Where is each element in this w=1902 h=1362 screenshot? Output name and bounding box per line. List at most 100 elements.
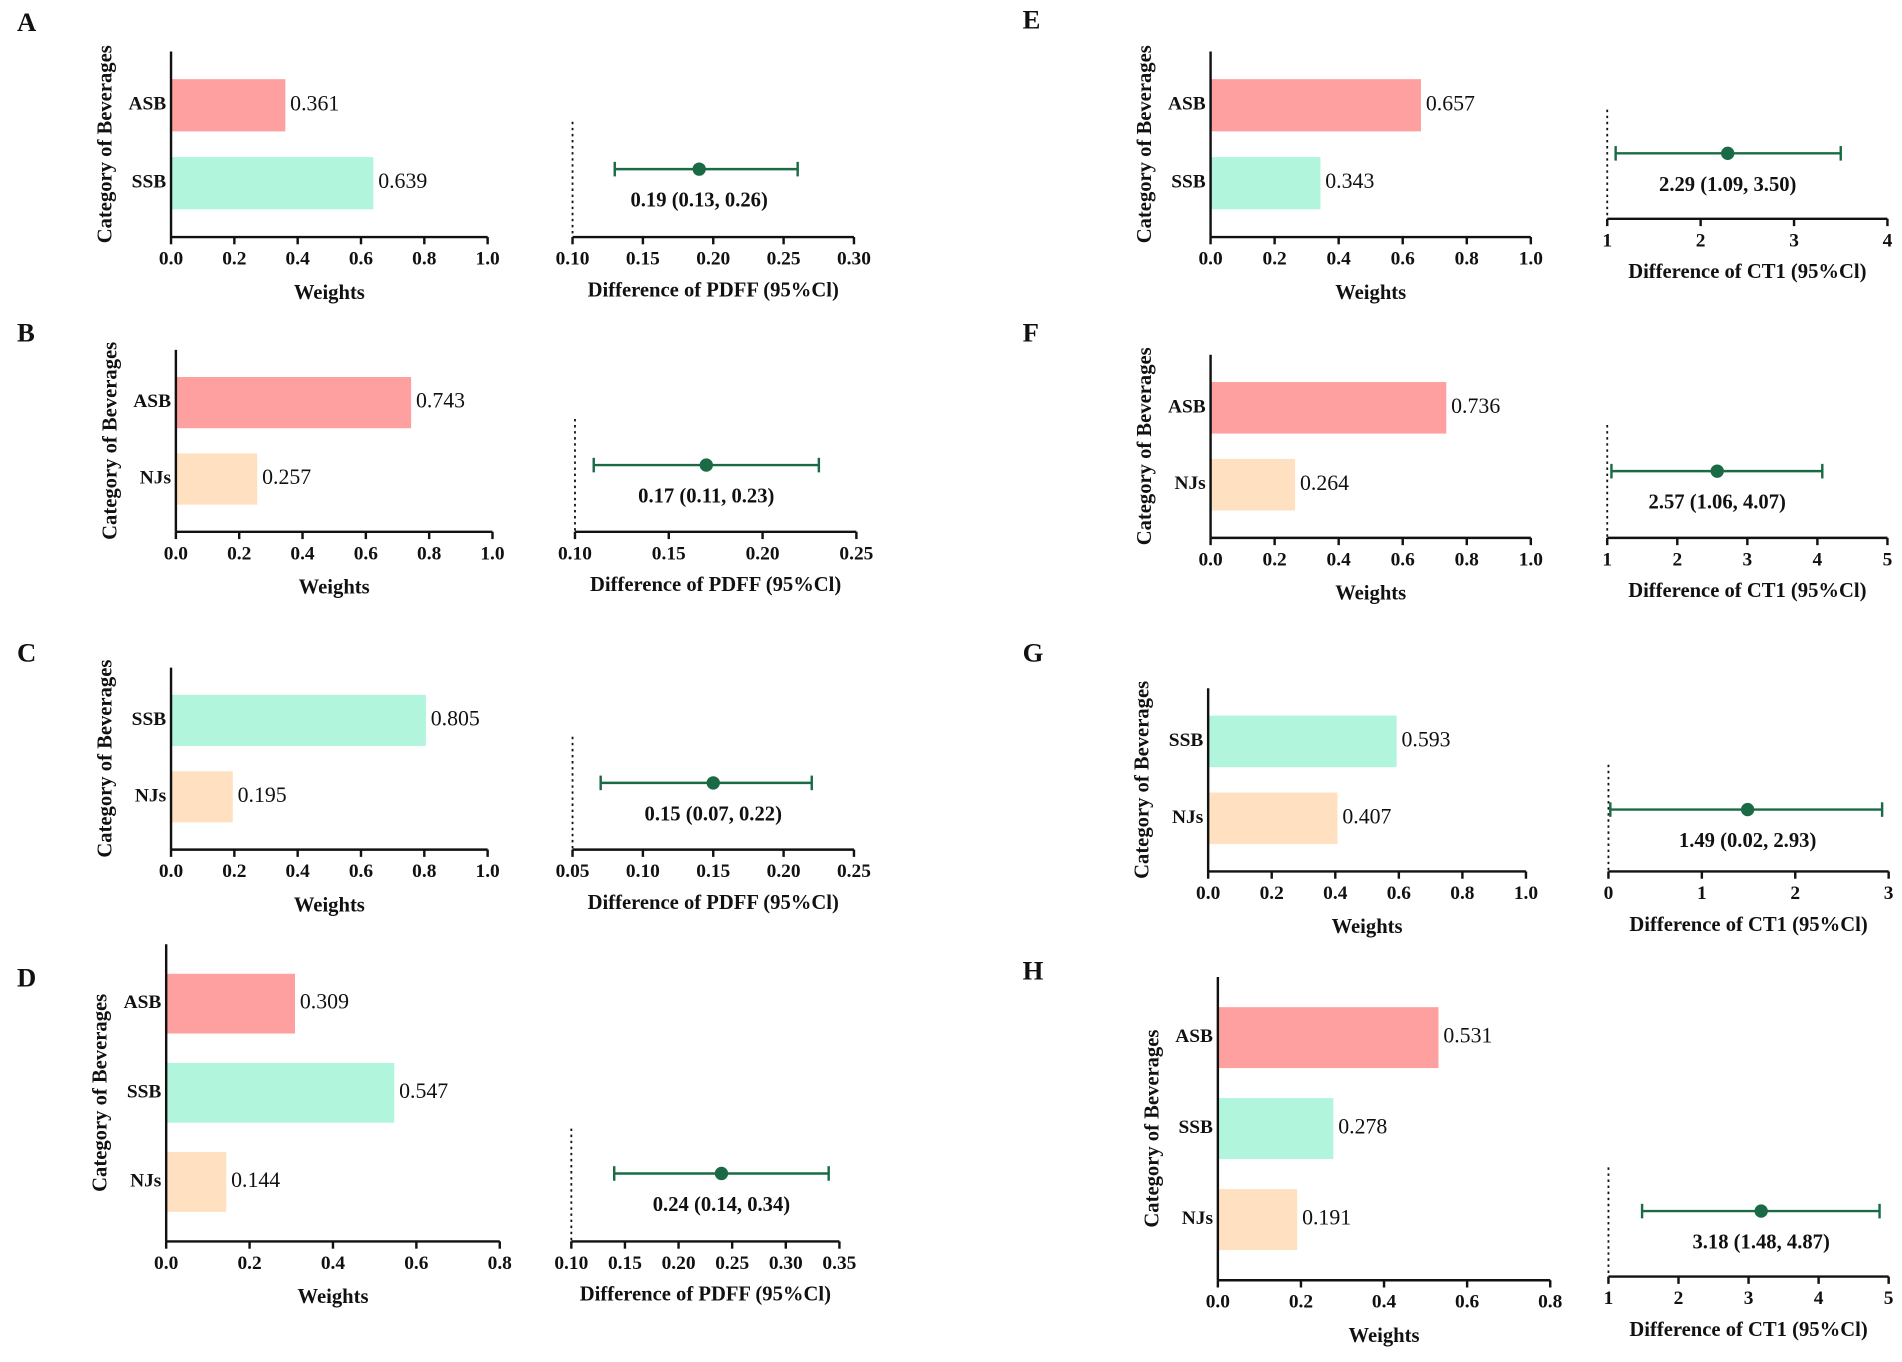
point — [1740, 802, 1755, 817]
estimate-label: 3.18 (1.48, 4.87) — [1692, 1232, 1829, 1254]
x-axis-label: Difference of PDFF (95%Cl) — [588, 279, 839, 301]
bar — [1210, 458, 1296, 511]
panel-label: E — [1023, 4, 1041, 34]
x-tick-label: 0.8 — [412, 861, 437, 882]
x-tick-label: 0.25 — [715, 1253, 749, 1274]
x-tick-label: 0.8 — [488, 1253, 513, 1274]
x-tick-label: 0.4 — [290, 543, 315, 564]
estimate-label: 0.24 (0.14, 0.34) — [653, 1194, 790, 1216]
x-axis-label: Weights — [297, 1286, 368, 1308]
x-tick-label: 0.0 — [1198, 549, 1222, 570]
x-tick-label: 3 — [1884, 883, 1894, 904]
x-tick-label: 0.0 — [1198, 249, 1222, 270]
x-tick-label: 0.8 — [417, 543, 442, 564]
point — [1754, 1204, 1768, 1218]
bar — [175, 377, 412, 429]
panel-label: H — [1023, 955, 1044, 985]
y-axis-label: Category of Beverages — [99, 342, 121, 540]
x-tick-label: 0.4 — [1327, 249, 1352, 270]
x-tick-label: 0.8 — [1450, 883, 1475, 904]
x-tick-label: 2 — [1696, 230, 1706, 251]
category-label: SSB — [1171, 172, 1206, 193]
bar — [1210, 79, 1421, 132]
value-label: 0.195 — [238, 783, 287, 807]
x-tick-label: 3 — [1789, 230, 1799, 251]
estimate-label: 0.17 (0.11, 0.23) — [638, 486, 774, 508]
x-tick-label: 0.0 — [159, 861, 183, 882]
category-label: ASB — [1168, 396, 1206, 417]
bar — [1217, 1098, 1334, 1160]
x-tick-label: 2 — [1790, 883, 1800, 904]
x-tick-label: 0.0 — [164, 543, 188, 564]
bar — [1208, 792, 1338, 845]
x-tick-label: 0.2 — [1263, 249, 1287, 270]
x-tick-label: 0.15 — [652, 543, 686, 564]
panel-label: F — [1023, 317, 1039, 347]
category-label: ASB — [124, 992, 162, 1013]
bar — [1210, 157, 1321, 210]
x-tick-label: 1.0 — [480, 543, 504, 564]
category-label: NJs — [140, 467, 172, 488]
x-axis-label: Weights — [1335, 583, 1406, 605]
x-tick-label: 0.6 — [354, 543, 379, 564]
x-tick-label: 0.4 — [1327, 549, 1352, 570]
x-tick-label: 0.4 — [1323, 883, 1348, 904]
x-tick-label: 1 — [1602, 230, 1612, 251]
x-tick-label: 5 — [1884, 1288, 1894, 1309]
x-tick-label: 0.10 — [556, 249, 590, 270]
x-tick-label: 0.0 — [1196, 883, 1220, 904]
y-axis-label: Category of Beverages — [1134, 45, 1156, 243]
x-tick-label: 0.4 — [286, 249, 311, 270]
x-tick-label: 0.25 — [839, 543, 873, 564]
point — [1721, 146, 1735, 161]
estimate-label: 0.19 (0.13, 0.26) — [630, 190, 767, 212]
x-tick-label: 5 — [1883, 549, 1893, 570]
value-label: 0.264 — [1300, 471, 1349, 495]
x-tick-label: 1.0 — [1519, 249, 1543, 270]
x-tick-label: 0.6 — [1455, 1292, 1480, 1313]
category-label: NJs — [1172, 807, 1204, 828]
y-axis-label: Category of Beverages — [1134, 347, 1156, 545]
category-label: ASB — [128, 94, 166, 115]
bar — [1208, 715, 1397, 768]
x-tick-label: 1.0 — [1519, 549, 1543, 570]
x-tick-label: 0.2 — [237, 1253, 261, 1274]
bar — [171, 771, 233, 823]
x-tick-label: 0.2 — [222, 861, 246, 882]
bar — [166, 973, 296, 1034]
x-tick-label: 0.15 — [608, 1253, 642, 1274]
category-label: NJs — [1174, 473, 1206, 494]
category-label: SSB — [132, 172, 167, 193]
x-tick-label: 0.0 — [159, 249, 183, 270]
category-label: NJs — [135, 785, 167, 806]
x-axis-label: Difference of PDFF (95%Cl) — [588, 892, 839, 914]
bar — [1210, 382, 1447, 434]
x-tick-label: 0.4 — [321, 1253, 346, 1274]
bar — [171, 157, 374, 210]
x-tick-label: 0.30 — [837, 249, 871, 270]
x-tick-label: 1 — [1602, 549, 1612, 570]
value-label: 0.278 — [1338, 1115, 1387, 1139]
bar — [171, 79, 286, 132]
value-label: 0.531 — [1443, 1024, 1492, 1048]
y-axis-label: Category of Beverages — [94, 660, 116, 858]
bar — [166, 1062, 395, 1123]
point — [692, 162, 706, 176]
x-axis-label: Weights — [1335, 282, 1406, 304]
panel-label: A — [17, 7, 37, 37]
point — [1710, 464, 1724, 478]
x-tick-label: 0 — [1604, 883, 1614, 904]
x-tick-label: 0.05 — [556, 861, 590, 882]
value-label: 0.657 — [1426, 91, 1475, 115]
bar — [1217, 1007, 1439, 1069]
category-label: SSB — [127, 1081, 162, 1102]
category-label: ASB — [1175, 1026, 1213, 1047]
value-label: 0.736 — [1451, 394, 1500, 418]
value-label: 0.593 — [1401, 727, 1450, 751]
point — [714, 1166, 729, 1181]
x-tick-label: 0.0 — [154, 1253, 178, 1274]
x-tick-label: 0.4 — [286, 861, 311, 882]
category-label: NJs — [1182, 1208, 1214, 1229]
x-tick-label: 0.2 — [1260, 883, 1284, 904]
x-tick-label: 2 — [1674, 1288, 1684, 1309]
